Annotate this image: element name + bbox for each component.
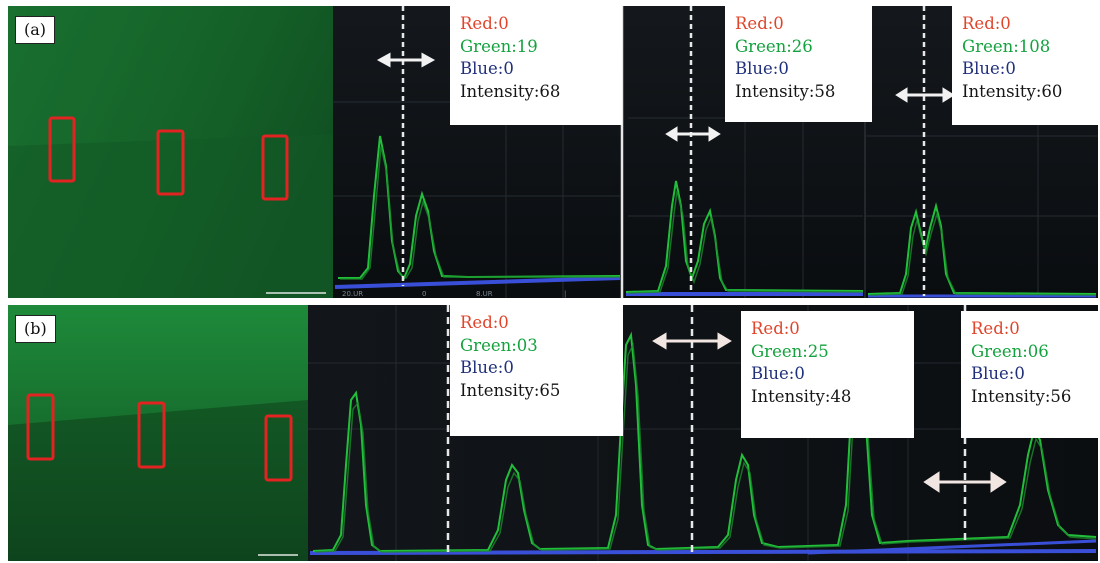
readout-intensity: Intensity:48	[751, 386, 852, 406]
svg-text:|: |	[564, 290, 566, 298]
readout-green: Green:03	[460, 335, 538, 355]
readout-red: Red:0	[962, 14, 1011, 33]
readout-blue: Blue:0	[971, 364, 1025, 383]
readout-red: Red:0	[460, 313, 509, 332]
readout-blue: Blue:0	[460, 59, 514, 78]
readout-green: Green:25	[751, 341, 829, 361]
roi-box	[48, 116, 76, 183]
roi-box	[26, 393, 55, 461]
readout-green: Green:19	[460, 36, 538, 56]
readout-blue: Blue:0	[751, 364, 805, 383]
readout-intensity: Intensity:60	[962, 81, 1063, 101]
panel-a-camera-image	[8, 6, 333, 298]
roi-box	[261, 134, 289, 201]
panel-b: (b) Red:0 Green:03 Blue:0 Intensity:65 R…	[8, 305, 1098, 561]
readout-red: Red:0	[971, 319, 1020, 338]
roi-box	[137, 401, 166, 469]
readout-intensity: Intensity:56	[971, 386, 1072, 406]
svg-text:20.UR: 20.UR	[342, 290, 363, 298]
readout-green: Green:26	[735, 36, 813, 56]
panel-a: 20.UR 0 8.UR |	[8, 6, 1098, 298]
panel-a-roi-boxes	[48, 116, 289, 201]
readout-green: Green:108	[962, 36, 1051, 56]
readout-blue: Blue:0	[962, 59, 1016, 78]
readout-box: Red:0 Green:03 Blue:0 Intensity:65	[450, 305, 623, 436]
readout-red: Red:0	[751, 319, 800, 338]
roi-box	[156, 129, 185, 196]
readout-red: Red:0	[735, 14, 784, 33]
svg-text:8.UR: 8.UR	[476, 290, 493, 298]
readout-red: Red:0	[460, 14, 509, 33]
readout-blue: Blue:0	[735, 59, 789, 78]
readout-green: Green:06	[971, 341, 1049, 361]
svg-text:0: 0	[422, 290, 426, 298]
panel-b-roi-boxes	[26, 393, 293, 482]
readout-intensity: Intensity:58	[735, 81, 836, 101]
readout-intensity: Intensity:65	[460, 380, 561, 400]
readout-blue: Blue:0	[460, 358, 514, 377]
panel-b-label: (b)	[15, 315, 56, 343]
readout-box: Red:0 Green:25 Blue:0 Intensity:48	[741, 311, 914, 438]
readout-box: Red:0 Green:26 Blue:0 Intensity:58	[725, 6, 872, 122]
readout-box: Red:0 Green:19 Blue:0 Intensity:68	[450, 6, 622, 125]
readout-box: Red:0 Green:108 Blue:0 Intensity:60	[952, 6, 1098, 125]
readout-box: Red:0 Green:06 Blue:0 Intensity:56	[961, 311, 1098, 438]
panel-b-camera-image	[8, 305, 308, 561]
readout-intensity: Intensity:68	[460, 81, 561, 101]
panel-a-label: (a)	[15, 16, 56, 44]
roi-box	[264, 414, 293, 482]
